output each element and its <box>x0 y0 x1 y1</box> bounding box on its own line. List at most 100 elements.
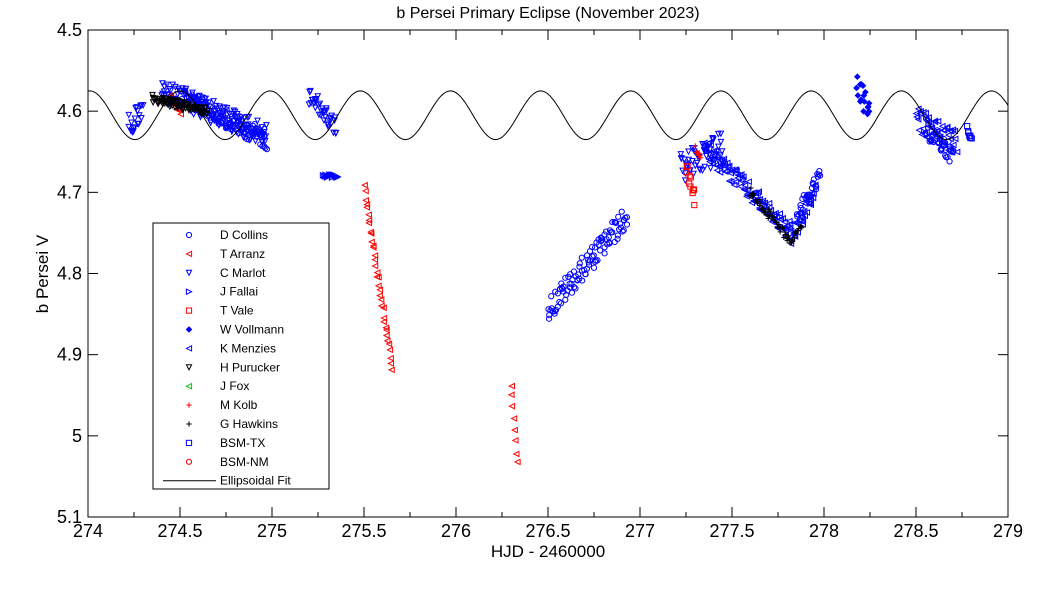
data-point <box>135 120 143 128</box>
data-point <box>194 104 202 112</box>
data-point <box>589 243 596 251</box>
data-point <box>575 271 582 278</box>
data-point <box>786 220 794 228</box>
data-point <box>716 168 724 176</box>
data-point <box>713 166 721 174</box>
data-point <box>241 131 249 138</box>
data-point <box>918 130 925 138</box>
data-point <box>785 233 792 239</box>
data-point <box>690 186 698 193</box>
data-point <box>683 169 690 176</box>
legend-marker-icon <box>185 269 193 277</box>
data-point <box>732 178 740 186</box>
data-point <box>710 147 717 155</box>
legend-box <box>152 222 330 490</box>
data-point <box>374 273 382 281</box>
data-point <box>619 228 626 235</box>
data-point <box>738 176 746 184</box>
data-point <box>175 98 183 105</box>
data-point <box>513 458 521 466</box>
data-point <box>934 117 942 125</box>
data-point <box>572 285 579 292</box>
data-point <box>578 254 585 261</box>
data-point <box>134 107 141 115</box>
data-point <box>507 391 515 399</box>
data-point <box>791 235 797 241</box>
data-point <box>687 174 694 181</box>
data-point <box>386 346 394 354</box>
x-tick-label: 277.5 <box>709 521 754 541</box>
data-point <box>320 110 328 118</box>
x-tick-label: 275 <box>257 521 287 541</box>
data-point <box>385 340 393 348</box>
data-point <box>368 238 375 246</box>
data-point <box>380 314 388 322</box>
data-point <box>133 104 141 111</box>
data-point <box>363 203 370 211</box>
data-point <box>579 277 586 284</box>
data-point <box>615 213 622 220</box>
data-point <box>771 215 777 221</box>
data-point <box>705 139 713 147</box>
data-point <box>249 130 257 138</box>
data-point <box>924 133 932 141</box>
data-point <box>262 133 270 141</box>
data-point <box>260 129 268 136</box>
data-points <box>125 73 975 466</box>
data-point <box>207 119 215 127</box>
legend-marker-icon <box>185 458 193 465</box>
data-point <box>718 148 726 156</box>
data-point <box>366 228 374 236</box>
data-point <box>684 163 691 170</box>
data-point <box>183 101 191 108</box>
series-t-vale <box>683 163 698 209</box>
data-point <box>576 260 583 267</box>
y-tick-label: 4.6 <box>57 101 82 121</box>
data-point <box>922 133 930 141</box>
data-point <box>321 113 329 121</box>
data-point <box>371 252 379 259</box>
data-point <box>941 140 949 148</box>
data-point <box>705 151 713 159</box>
legend-marker-icon <box>186 402 192 408</box>
x-axis: 274 274.5 275 275.5 276 276.5 277 277.5 278 278.5… <box>73 30 1023 541</box>
data-point <box>936 133 944 141</box>
legend-marker-icon <box>186 421 192 427</box>
data-point <box>374 282 382 290</box>
data-point <box>215 122 223 130</box>
data-point <box>968 135 975 142</box>
data-point <box>686 172 693 179</box>
data-point <box>795 228 801 234</box>
data-point <box>730 181 738 189</box>
data-point <box>702 146 710 154</box>
data-point <box>748 185 754 191</box>
data-point <box>928 124 936 132</box>
data-point <box>210 98 218 105</box>
data-point <box>808 189 816 197</box>
data-point <box>361 181 368 189</box>
data-point <box>131 115 139 123</box>
data-point <box>809 189 817 197</box>
data-point <box>185 107 193 114</box>
data-point <box>793 231 799 237</box>
x-tick-label: 278.5 <box>893 521 938 541</box>
series-w-vollmann <box>853 73 873 118</box>
data-point <box>545 315 553 322</box>
data-point <box>383 337 391 345</box>
data-point <box>940 126 948 134</box>
data-point <box>691 201 698 209</box>
data-point <box>706 142 714 149</box>
data-point <box>218 120 225 127</box>
data-point <box>382 326 390 334</box>
data-point <box>609 229 616 236</box>
data-point <box>263 146 270 153</box>
data-point <box>566 280 573 287</box>
data-point <box>365 211 372 219</box>
data-point <box>779 224 786 231</box>
data-point <box>760 202 767 210</box>
data-point <box>236 116 243 124</box>
data-point <box>202 95 210 103</box>
data-point <box>201 104 209 112</box>
data-point <box>802 197 810 205</box>
